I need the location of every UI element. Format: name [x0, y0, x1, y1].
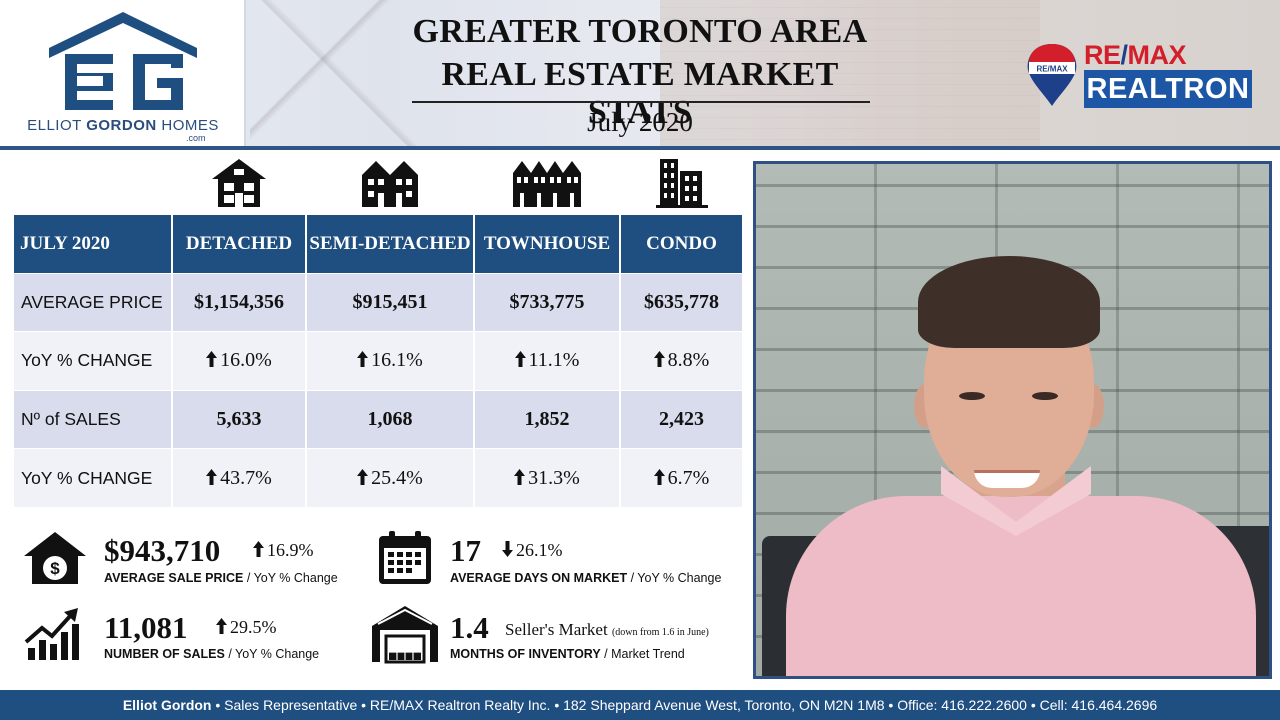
brand-domain: .com [186, 133, 206, 143]
arrow-up-icon [206, 468, 218, 485]
warehouse-icon [372, 606, 438, 664]
contact-footer: Elliot Gordon • Sales Representative • R… [0, 690, 1280, 720]
arrow-up-icon [514, 468, 526, 485]
row-label-price-yoy: YoY % CHANGE [14, 331, 173, 390]
column-header-condo: CONDO [620, 215, 744, 273]
table-header-row: JULY 2020 DETACHED SEMI-DETACHED TOWNHOU… [14, 215, 744, 273]
days-on-market-change: 26.1% [502, 540, 563, 561]
table-row: YoY % CHANGE 43.7% 25.4% 31.3% 6.7% [14, 448, 744, 507]
presenter-smile [974, 470, 1040, 488]
table-row: AVERAGE PRICE $1,154,356 $915,451 $733,7… [14, 272, 744, 332]
page-title-line1: GREATER TORONTO AREA [412, 13, 868, 50]
brand-name: ELLIOT GORDON HOMES [27, 117, 219, 134]
semi-detached-icon [306, 157, 474, 211]
svg-text:$: $ [50, 559, 60, 578]
months-of-inventory-value: 1.4 [450, 610, 489, 645]
table-cell: 6.7% [620, 448, 744, 507]
table-cell: 16.1% [306, 331, 475, 390]
rising-chart-icon [24, 608, 79, 660]
table-cell: 1,068 [306, 389, 475, 449]
house-dollar-icon: $ [24, 532, 86, 584]
table-row: Nº of SALES 5,633 1,068 1,852 2,423 [14, 389, 744, 449]
presenter-video[interactable] [753, 161, 1272, 679]
arrow-down-icon [502, 541, 513, 557]
calendar-icon [379, 531, 431, 584]
column-header-semi-detached: SEMI-DETACHED [306, 215, 475, 273]
table-cell: 5,633 [172, 389, 307, 449]
table-cell: 31.3% [474, 448, 621, 507]
market-stats-table: JULY 2020 DETACHED SEMI-DETACHED TOWNHOU… [14, 215, 744, 507]
row-label-sales-yoy: YoY % CHANGE [14, 448, 173, 507]
column-header-period: JULY 2020 [14, 215, 173, 273]
presenter-hair [918, 256, 1100, 348]
number-of-sales-change: 29.5% [216, 617, 277, 638]
table-cell: 16.0% [172, 331, 307, 390]
days-on-market-value: 17 [450, 533, 481, 568]
arrow-up-icon [253, 541, 264, 557]
contact-details: • Sales Representative • RE/MAX Realtron… [211, 697, 1158, 713]
table-cell: 25.4% [306, 448, 475, 507]
table-cell: $915,451 [306, 272, 475, 332]
arrow-up-icon [206, 351, 218, 368]
arrow-up-icon [216, 618, 227, 634]
row-label-average-price: AVERAGE PRICE [14, 272, 173, 332]
column-header-detached: DETACHED [172, 215, 307, 273]
page-subtitle: July 2020 [587, 107, 693, 137]
table-cell: 1,852 [474, 389, 621, 449]
days-on-market-caption: AVERAGE DAYS ON MARKET / YoY % Change [450, 571, 722, 585]
arrow-up-icon [514, 351, 526, 368]
arrow-up-icon [653, 351, 665, 368]
eg-house-logo-icon [49, 12, 197, 110]
header-underline [0, 146, 1280, 150]
table-cell: 43.7% [172, 448, 307, 507]
column-header-townhouse: TOWNHOUSE [474, 215, 621, 273]
remax-realtron-logo[interactable]: RE/MAX RE/MAX REALTRON [1022, 40, 1262, 110]
number-of-sales-value: 11,081 [104, 610, 188, 645]
remax-wordmark: RE/MAX [1084, 40, 1187, 70]
remax-balloon-icon: RE/MAX [1027, 44, 1077, 106]
arrow-up-icon [653, 468, 665, 485]
svg-text:RE/MAX: RE/MAX [1036, 65, 1068, 74]
arrow-up-icon [357, 351, 369, 368]
detached-house-icon [172, 157, 306, 211]
brand-logo[interactable]: ELLIOT GORDON HOMES .com [0, 0, 246, 146]
title-divider [412, 101, 870, 103]
average-sale-price-value: $943,710 [104, 533, 221, 568]
arrow-up-icon [357, 468, 369, 485]
table-cell: 8.8% [620, 331, 744, 390]
realtron-label: REALTRON [1084, 70, 1252, 108]
agent-name: Elliot Gordon [122, 697, 212, 713]
average-sale-price-caption: AVERAGE SALE PRICE / YoY % Change [104, 571, 338, 585]
average-sale-price-change: 16.9% [253, 540, 314, 561]
townhouse-icon [474, 157, 620, 211]
presenter-eye-left [959, 392, 985, 400]
header-background-house [660, 0, 1040, 150]
header-banner: ELLIOT GORDON HOMES .com GREATER TORONTO… [0, 0, 1280, 150]
row-label-number-of-sales: Nº of SALES [14, 389, 173, 449]
table-cell: 2,423 [620, 389, 744, 449]
table-cell: $1,154,356 [172, 272, 307, 332]
number-of-sales-caption: NUMBER OF SALES / YoY % Change [104, 647, 320, 661]
header-background-tree [250, 0, 420, 150]
condo-icon [620, 157, 743, 211]
presenter-eye-right [1032, 392, 1058, 400]
months-of-inventory-caption: MONTHS OF INVENTORY / Market Trend [450, 647, 685, 661]
page-title-line2: REAL ESTATE MARKET STATS [441, 56, 839, 131]
table-row: YoY % CHANGE 16.0% 16.1% 11.1% 8.8% [14, 331, 744, 390]
table-cell: 11.1% [474, 331, 621, 390]
table-cell: $635,778 [620, 272, 744, 332]
table-cell: $733,775 [474, 272, 621, 332]
market-trend: Seller's Market (down from 1.6 in June) [505, 620, 709, 639]
